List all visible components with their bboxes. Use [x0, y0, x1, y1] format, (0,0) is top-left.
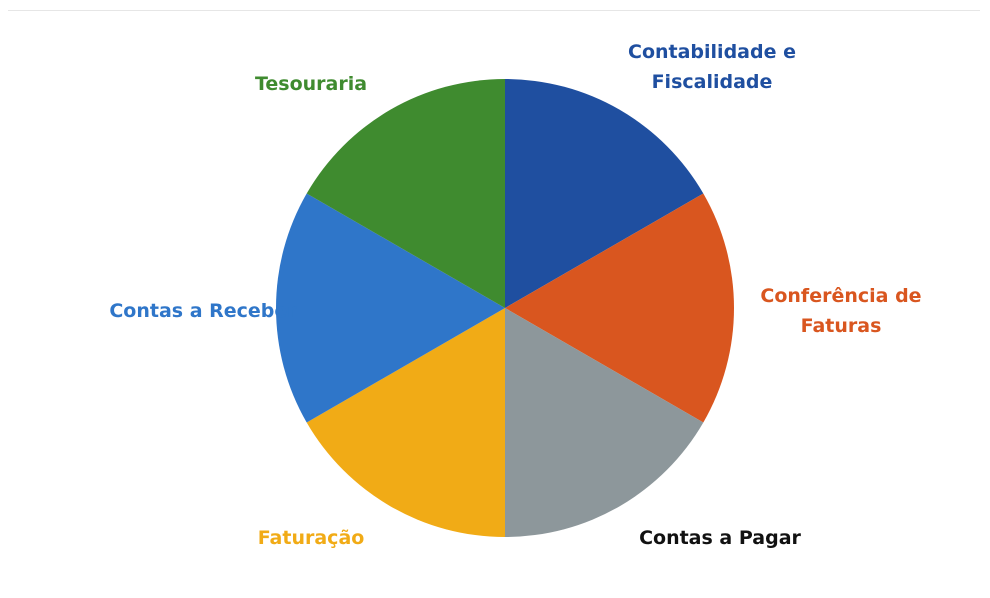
- pie-slice: [306, 308, 505, 537]
- slice-label: Contas a Pagar: [639, 527, 801, 549]
- pie-slice: [306, 78, 505, 308]
- frame: [8, 10, 980, 590]
- pie-slice: [505, 79, 704, 308]
- pie-slice: [276, 193, 505, 423]
- pie-slice: [505, 193, 734, 423]
- pie-slice: [505, 308, 704, 537]
- slice-label: Contas a Receber: [109, 300, 297, 322]
- slice-label: Tesouraria: [254, 73, 368, 95]
- slice-label: Contabilidade e Fiscalidade: [628, 41, 796, 93]
- slice-label: Faturação: [257, 527, 365, 549]
- slice-label: Conferência de Faturas: [760, 285, 922, 337]
